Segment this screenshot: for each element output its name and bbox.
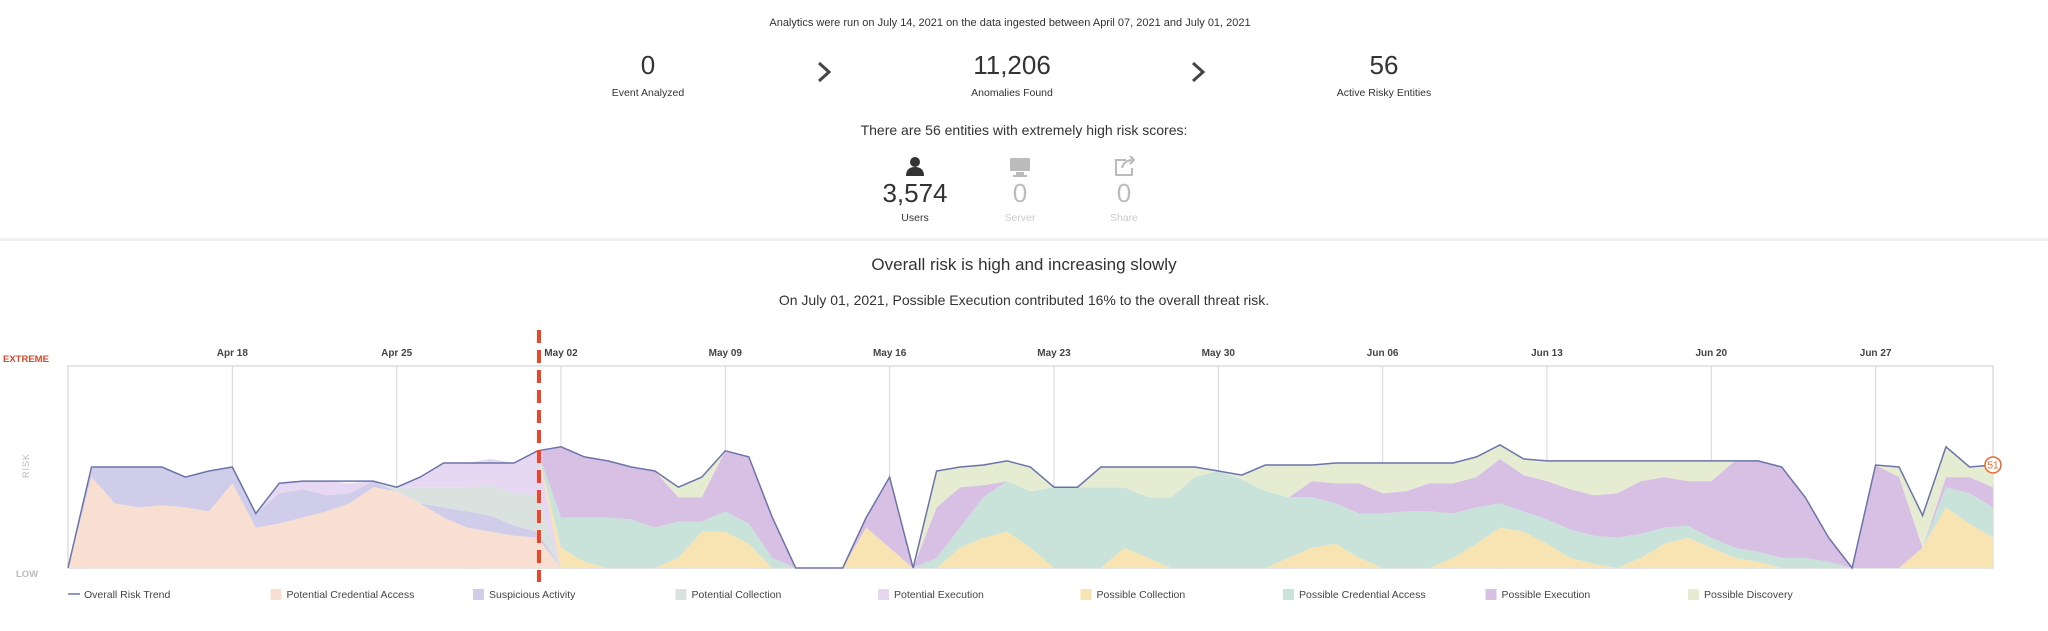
stacked-area	[68, 467, 1993, 568]
x-tick-label: Jun 13	[1531, 348, 1563, 359]
legend-label: Possible Collection	[1097, 589, 1186, 601]
x-tick-label: May 23	[1037, 348, 1071, 359]
y-axis-label: RISK	[21, 453, 31, 478]
stacked-area	[68, 450, 1993, 568]
legend-swatch	[1080, 589, 1092, 600]
x-tick-label: May 09	[709, 348, 743, 359]
stat-value: 56	[1370, 50, 1399, 80]
x-tick-label: Apr 18	[217, 348, 249, 359]
entity-value: 0	[1013, 178, 1027, 208]
legend-label: Potential Collection	[692, 589, 782, 601]
trend-line	[67, 443, 1994, 570]
chevron	[1191, 61, 1206, 83]
x-tick-label: May 02	[544, 348, 578, 359]
legend-swatch	[675, 589, 687, 600]
legend-swatch	[1688, 589, 1699, 600]
entity-label: Share	[1110, 212, 1138, 224]
legend-swatch	[878, 589, 889, 600]
entities-caption: There are 56 entities with extremely hig…	[861, 122, 1188, 138]
stacked-area	[68, 467, 1993, 568]
x-tick-label: Apr 25	[381, 348, 413, 359]
stat-value: 0	[641, 50, 655, 80]
share-icon	[1115, 155, 1136, 176]
summary-panel	[0, 0, 2048, 238]
entity-value: 0	[1117, 178, 1131, 208]
x-tick-label: May 16	[873, 348, 907, 359]
legend-label: Overall Risk Trend	[84, 589, 171, 601]
end-value-label: 51	[1987, 460, 1999, 471]
legend-swatch	[1485, 589, 1497, 600]
y-tick-label: LOW	[16, 569, 38, 580]
entity-label: Users	[901, 212, 928, 224]
stacked-area	[68, 446, 1993, 568]
server-icon	[1010, 158, 1030, 177]
panel-divider	[0, 238, 2048, 241]
run-note: Analytics were run on July 14, 2021 on t…	[769, 17, 1250, 29]
stat-value: 11,206	[973, 50, 1051, 80]
stat-label: Event Analyzed	[612, 87, 685, 99]
plot: Apr 18 Apr 25 May 02 May 09 May 16 May 23 May …	[3, 348, 2002, 580]
legend-swatch	[1283, 589, 1294, 600]
chart-subtitle: On July 01, 2021, Possible Execution con…	[779, 292, 1269, 308]
legend-swatch	[270, 589, 282, 600]
stat-label: Anomalies Found	[971, 87, 1053, 99]
legend-label: Potential Execution	[894, 589, 984, 601]
legend-label: Possible Credential Access	[1299, 589, 1426, 601]
end-marker	[1984, 456, 2002, 474]
stacked-area	[68, 444, 1993, 568]
x-tick-label: Jun 20	[1695, 348, 1727, 359]
stacked-area	[68, 477, 1993, 568]
legend-swatch	[473, 589, 484, 600]
chevron	[817, 61, 832, 83]
y-tick-label: EXTREME	[3, 354, 49, 365]
stat-label: Active Risky Entities	[1337, 87, 1432, 99]
x-tick-label: Jun 27	[1860, 348, 1892, 359]
legend-label: Possible Discovery	[1704, 589, 1793, 601]
user-icon	[906, 157, 924, 176]
legend-label: Potential Credential Access	[287, 589, 415, 601]
legend-label: Possible Execution	[1502, 589, 1591, 601]
x-tick-label: May 30	[1202, 348, 1236, 359]
chart-title: Overall risk is high and increasing slow…	[871, 255, 1177, 274]
entity-value: 3,574	[882, 178, 947, 208]
x-tick-label: Jun 06	[1367, 348, 1399, 359]
stacked-area	[68, 450, 1993, 568]
entity-label: Server	[1005, 212, 1036, 224]
legend-label: Suspicious Activity	[489, 589, 576, 601]
